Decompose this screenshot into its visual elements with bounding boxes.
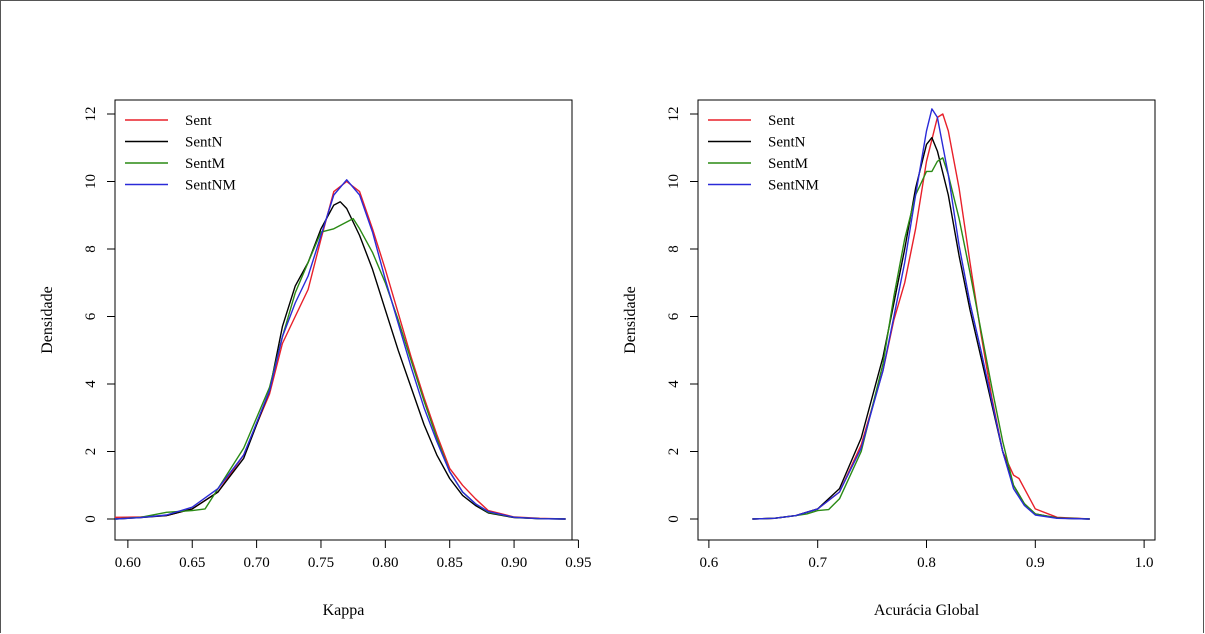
- x-tick-label: 0.95: [565, 555, 591, 571]
- y-tick-label: 10: [83, 174, 99, 189]
- y-tick-label: 8: [83, 245, 99, 253]
- y-tick-label: 12: [83, 107, 99, 122]
- series-line-sentnm: [752, 108, 1090, 520]
- series-line-sentm: [114, 217, 566, 520]
- x-axis-label: Acurácia Global: [874, 602, 980, 619]
- y-tick-label: 8: [666, 245, 682, 253]
- y-tick-label: 6: [666, 312, 682, 320]
- legend-label: Sent: [768, 113, 796, 129]
- y-tick-label: 0: [83, 515, 99, 523]
- y-tick-label: 2: [666, 448, 682, 456]
- legend-label: Sent: [185, 113, 213, 129]
- legend: Sent SentN SentM SentNM: [708, 113, 819, 194]
- y-tick-label: 6: [83, 312, 99, 320]
- y-tick-label: 4: [83, 380, 99, 388]
- x-tick-label: 0.80: [372, 555, 398, 571]
- legend-label: SentM: [768, 156, 808, 172]
- x-tick-label: 0.8: [917, 555, 936, 571]
- legend-label: SentN: [768, 135, 806, 151]
- x-tick-label: 0.90: [501, 555, 527, 571]
- series-line-sent: [752, 113, 1090, 520]
- legend: Sent SentN SentM SentNM: [125, 113, 236, 194]
- x-tick-label: 0.6: [700, 555, 719, 571]
- x-axis-label: Kappa: [323, 602, 365, 619]
- legend-label: SentNM: [768, 178, 819, 194]
- plot-border: [114, 99, 573, 541]
- x-tick-label: 0.85: [437, 555, 463, 571]
- chart-panel-2: 0.6 0.7 0.8 0.9 1.0 0 2 4 6 8 10 12 Acurácia Global D…: [622, 99, 1156, 619]
- x-tick-label: 0.75: [308, 555, 334, 571]
- x-tick-label: 1.0: [1135, 555, 1154, 571]
- legend-label: SentNM: [185, 178, 236, 194]
- x-tick-label: 0.70: [243, 555, 269, 571]
- x-tick-label: 0.7: [808, 555, 827, 571]
- series-line-sentnm: [114, 179, 566, 520]
- y-tick-label: 2: [83, 448, 99, 456]
- y-axis-label: Densidade: [622, 286, 639, 354]
- series-line-sentm: [752, 157, 1090, 520]
- plot-border: [697, 99, 1156, 541]
- y-tick-label: 10: [666, 174, 682, 189]
- y-axis-label: Densidade: [39, 286, 56, 354]
- legend-label: SentN: [185, 135, 223, 151]
- y-tick-label: 0: [666, 515, 682, 523]
- x-tick-label: 0.9: [1026, 555, 1045, 571]
- series-line-sentn: [114, 201, 566, 520]
- y-tick-label: 12: [666, 107, 682, 122]
- legend-label: SentM: [185, 156, 225, 172]
- x-tick-label: 0.60: [115, 555, 141, 571]
- y-tick-label: 4: [666, 380, 682, 388]
- series-line-sent: [114, 180, 566, 520]
- chart-panel-1: 0.60 0.65 0.70 0.75 0.80 0.85 0.90 0.95 0 2 4 6 8 10 1…: [39, 99, 592, 619]
- x-tick-label: 0.65: [179, 555, 205, 571]
